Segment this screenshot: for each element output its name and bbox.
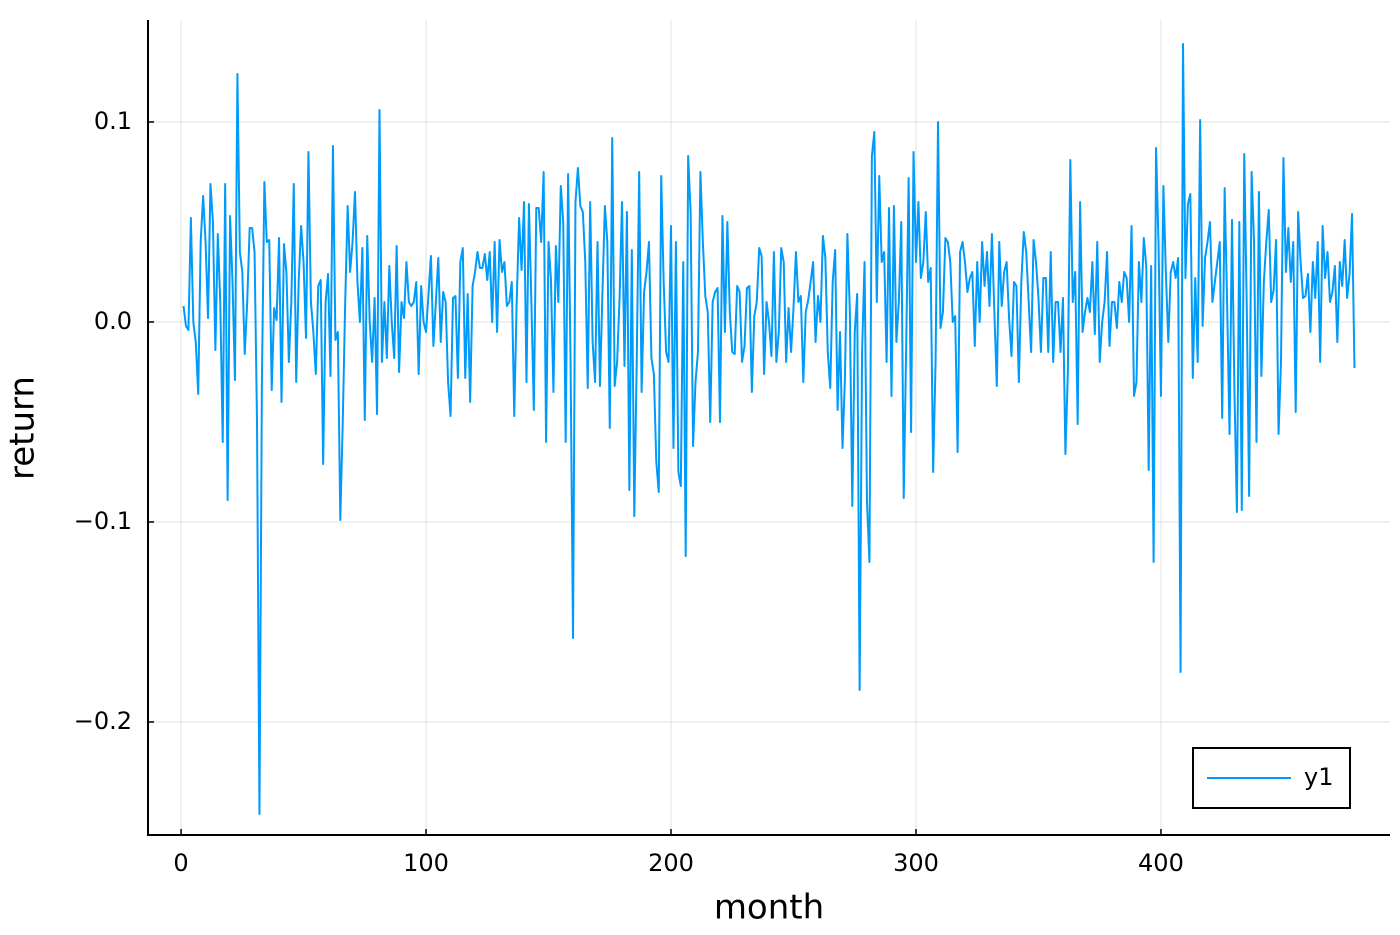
x-tick-label: 0 [173,849,188,877]
y-tick-label: 0.1 [94,107,132,135]
y-tick-label: −0.2 [74,707,132,735]
x-tick-label: 100 [403,849,449,877]
legend: y1 [1192,747,1351,809]
y-tick-label: −0.1 [74,507,132,535]
y-tick-label: 0.0 [94,307,132,335]
y-axis-label: return [3,376,43,480]
x-tick-label: 300 [893,849,939,877]
x-tick-label: 400 [1138,849,1184,877]
legend-label: y1 [1304,763,1333,791]
grid [148,20,1390,835]
x-axis-label: month [714,888,824,928]
plot-area [182,43,1356,815]
line-series [182,43,1356,815]
x-tick-label: 200 [648,849,694,877]
